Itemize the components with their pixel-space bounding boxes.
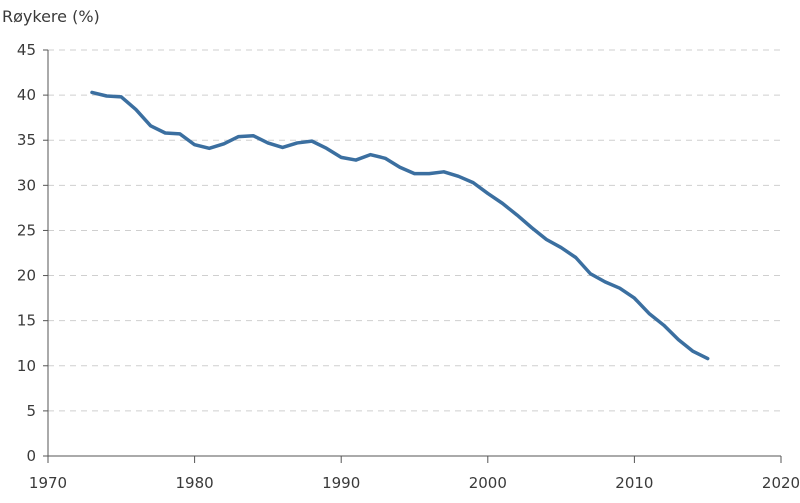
series-line-0 [90,90,710,361]
x-tick-label-2010: 2010 [615,474,653,492]
x-tick-label-1970: 1970 [29,474,67,492]
y-tick-label-20: 20 [17,267,36,285]
y-tick-label-15: 15 [17,312,36,330]
tick-labels: 0 5 10 15 20 25 30 35 40 45 1970 1980 1990 2000 2010 20… [17,41,800,492]
y-tick-label-45: 45 [17,41,36,59]
x-tick-label-1980: 1980 [176,474,214,492]
x-tick-label-2020: 2020 [762,474,800,492]
y-tick-label-30: 30 [17,176,36,194]
x-tick-label-2000: 2000 [469,474,507,492]
axes [43,49,782,463]
y-tick-label-25: 25 [17,221,36,239]
y-tick-label-5: 5 [26,402,36,420]
y-axis-title: Røykere (%) [2,7,100,26]
y-tick-label-40: 40 [17,86,36,104]
gridlines [48,49,781,412]
series-group [90,90,710,361]
y-tick-label-0: 0 [26,447,36,465]
y-tick-label-10: 10 [17,357,36,375]
x-tick-label-1990: 1990 [322,474,360,492]
y-tick-label-35: 35 [17,131,36,149]
